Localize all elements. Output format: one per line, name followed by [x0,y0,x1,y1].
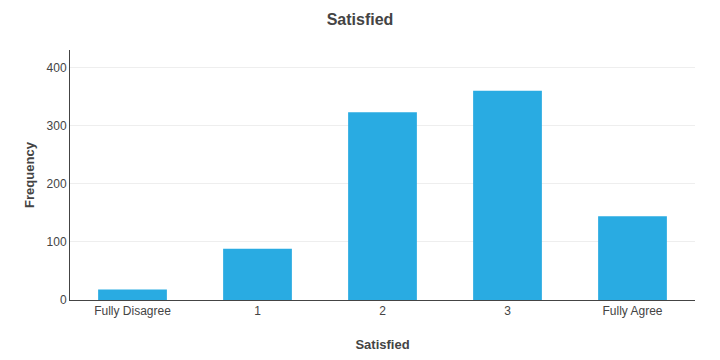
svg-text:3: 3 [504,304,511,318]
svg-text:Satisfied: Satisfied [355,337,409,352]
svg-text:200: 200 [47,177,67,191]
svg-text:300: 300 [47,119,67,133]
svg-text:Frequency: Frequency [22,141,37,208]
svg-text:0: 0 [60,293,67,307]
svg-text:100: 100 [47,235,67,249]
svg-text:400: 400 [47,61,67,75]
svg-text:Fully Agree: Fully Agree [602,304,662,318]
svg-text:2: 2 [379,304,386,318]
svg-text:1: 1 [254,304,261,318]
svg-text:Satisfied: Satisfied [327,11,394,28]
svg-text:Fully Disagree: Fully Disagree [94,304,171,318]
